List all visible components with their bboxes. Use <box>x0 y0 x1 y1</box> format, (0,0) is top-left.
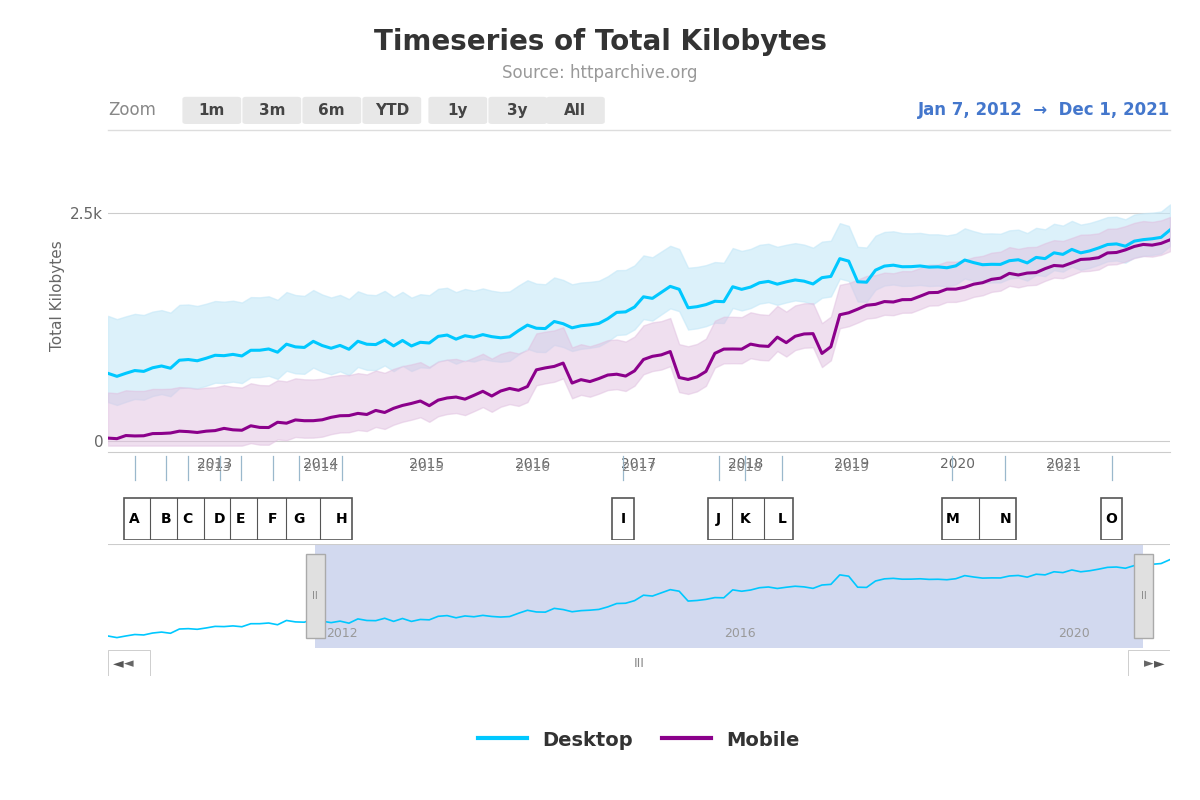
Text: D: D <box>214 512 226 526</box>
Text: 3m: 3m <box>258 103 286 118</box>
Text: ►: ► <box>1154 656 1165 670</box>
Text: H: H <box>336 512 348 526</box>
Text: II: II <box>312 591 318 601</box>
Text: ◄: ◄ <box>113 656 124 670</box>
Bar <box>942 498 1016 540</box>
Text: E: E <box>236 512 246 526</box>
Text: B: B <box>161 512 172 526</box>
Text: ►: ► <box>1144 657 1153 670</box>
Text: 2014: 2014 <box>304 462 337 474</box>
Text: 1y: 1y <box>448 103 468 118</box>
Text: 2015: 2015 <box>409 462 444 474</box>
Legend: Desktop, Mobile: Desktop, Mobile <box>470 722 808 758</box>
Text: 2013: 2013 <box>197 462 232 474</box>
Text: O: O <box>1105 512 1117 526</box>
Bar <box>612 498 634 540</box>
Text: 3y: 3y <box>508 103 528 118</box>
Bar <box>708 498 793 540</box>
Text: M: M <box>946 512 959 526</box>
Text: 2018: 2018 <box>728 462 762 474</box>
Text: II: II <box>1140 591 1146 601</box>
Bar <box>108 650 150 676</box>
Text: 6m: 6m <box>318 103 346 118</box>
Text: ◄: ◄ <box>125 657 134 670</box>
Text: Source: httparchive.org: Source: httparchive.org <box>503 64 697 82</box>
Text: J: J <box>716 512 721 526</box>
Y-axis label: Total Kilobytes: Total Kilobytes <box>49 241 65 351</box>
Text: G: G <box>294 512 305 526</box>
Text: 2019: 2019 <box>834 462 869 474</box>
Text: Jan 7, 2012  →  Dec 1, 2021: Jan 7, 2012 → Dec 1, 2021 <box>918 102 1170 119</box>
Text: 2016: 2016 <box>516 462 550 474</box>
Text: Timeseries of Total Kilobytes: Timeseries of Total Kilobytes <box>373 28 827 56</box>
Text: 2020: 2020 <box>1058 626 1091 640</box>
Text: K: K <box>740 512 750 526</box>
Bar <box>1128 650 1170 676</box>
Text: 2016: 2016 <box>724 626 756 640</box>
Text: F: F <box>268 512 277 526</box>
Text: All: All <box>564 103 587 118</box>
Text: N: N <box>1000 512 1012 526</box>
Bar <box>1100 498 1122 540</box>
Bar <box>306 554 325 638</box>
Text: L: L <box>778 512 787 526</box>
Text: III: III <box>634 657 644 670</box>
Bar <box>124 498 353 540</box>
Text: A: A <box>130 512 140 526</box>
Text: 2017: 2017 <box>622 462 656 474</box>
Bar <box>316 544 1144 648</box>
Bar <box>1134 554 1153 638</box>
Text: YTD: YTD <box>374 103 409 118</box>
Text: I: I <box>620 512 625 526</box>
Text: Zoom: Zoom <box>108 102 156 119</box>
Text: C: C <box>182 512 193 526</box>
Text: 1m: 1m <box>199 103 224 118</box>
Text: 2012: 2012 <box>325 626 358 640</box>
Text: 2021: 2021 <box>1046 462 1081 474</box>
